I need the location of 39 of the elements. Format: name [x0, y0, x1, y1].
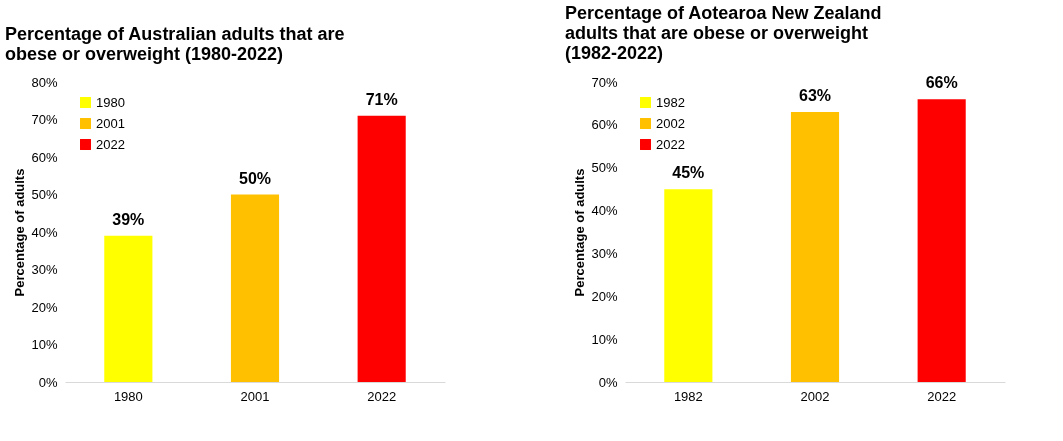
y-tick-label: 0% [38, 374, 58, 390]
legend-label: 1980 [96, 94, 125, 110]
y-tick-label: 20% [591, 288, 618, 304]
y-axis-title: Percentage of adults [572, 168, 588, 297]
data-label: 39% [112, 210, 145, 228]
data-label: 71% [365, 90, 398, 108]
y-tick-label: 70% [591, 74, 618, 90]
y-tick-label: 10% [31, 337, 58, 352]
y-tick-label: 60% [591, 117, 618, 133]
legend-label: 1982 [656, 94, 685, 110]
legend-label: 2022 [96, 136, 125, 152]
x-tick-label: 1982 [673, 388, 703, 404]
data-label: 45% [672, 164, 705, 182]
y-tick-label: 50% [591, 160, 618, 176]
data-label: 66% [925, 74, 958, 92]
y-tick-label: 80% [31, 74, 58, 90]
y-tick-label: 30% [31, 262, 58, 277]
data-label: 63% [798, 87, 832, 104]
chart-title: Percentage of Aotearoa New Zealand adults that are obese or overweight (1982-2022) [565, 3, 882, 64]
y-tick-label: 30% [591, 245, 618, 261]
legend-label: 2002 [656, 115, 685, 131]
chart-title: Percentage of Australian adults that are obese or overweight (1980-2022) [5, 24, 345, 64]
y-tick-label: 40% [31, 224, 58, 240]
legend-label: 2022 [656, 136, 685, 152]
y-tick-label: 0% [598, 374, 618, 390]
y-tick-label: 20% [31, 299, 58, 315]
x-tick-label: 2022 [927, 388, 957, 404]
x-tick-label: 1980 [113, 388, 143, 404]
y-tick-label: 40% [591, 203, 618, 219]
y-tick-label: 60% [31, 149, 58, 165]
y-tick-label: 50% [31, 187, 58, 202]
y-tick-label: 70% [31, 112, 58, 127]
y-tick-label: 10% [591, 331, 618, 347]
y-axis-title: Percentage of adults [12, 168, 28, 297]
x-tick-label: 2002 [800, 388, 830, 404]
legend-label: 2001 [96, 115, 125, 131]
x-tick-label: 2022 [367, 388, 397, 404]
x-tick-label: 2001 [240, 388, 270, 404]
data-label: 50% [238, 169, 272, 187]
